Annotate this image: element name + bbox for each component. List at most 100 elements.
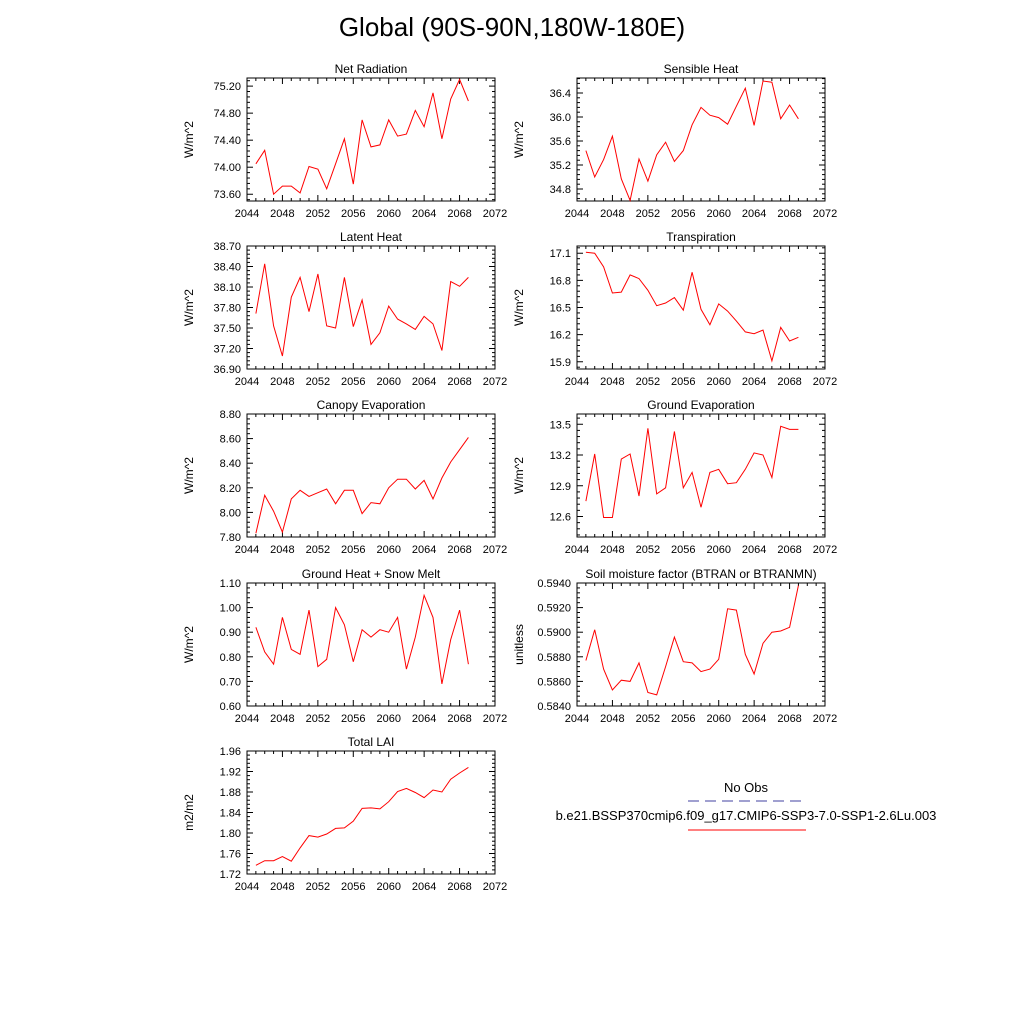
y-axis-label: W/m^2 xyxy=(182,626,196,663)
x-tick-label: 2056 xyxy=(341,544,365,556)
y-axis-label: W/m^2 xyxy=(182,289,196,326)
plot-frame xyxy=(246,77,496,202)
x-tick-label: 2072 xyxy=(813,713,837,725)
y-tick-label: 7.80 xyxy=(220,532,241,544)
x-tick-label: 2052 xyxy=(636,713,660,725)
y-axis-label: unitless xyxy=(512,624,526,665)
x-tick-label: 2048 xyxy=(270,713,294,725)
x-tick-label: 2044 xyxy=(565,208,589,220)
series-line xyxy=(255,437,469,534)
plot-frame xyxy=(576,77,826,202)
x-tick-label: 2044 xyxy=(565,376,589,388)
x-tick-label: 2072 xyxy=(483,544,507,556)
y-tick-label: 0.60 xyxy=(220,701,241,713)
x-tick-label: 2060 xyxy=(706,376,730,388)
panel-title: Canopy Evaporation xyxy=(317,398,426,412)
y-tick-label: 0.5860 xyxy=(537,676,571,688)
y-tick-label: 8.00 xyxy=(220,507,241,519)
y-tick-label: 13.5 xyxy=(550,419,571,431)
x-tick-label: 2060 xyxy=(376,713,400,725)
y-tick-label: 1.80 xyxy=(220,828,241,840)
series-line xyxy=(585,251,799,363)
y-tick-label: 17.1 xyxy=(550,248,571,260)
y-tick-label: 35.6 xyxy=(550,136,571,148)
y-tick-label: 0.90 xyxy=(220,627,241,639)
x-tick-label: 2056 xyxy=(341,208,365,220)
y-tick-label: 0.80 xyxy=(220,652,241,664)
x-tick-label: 2064 xyxy=(742,713,766,725)
x-tick-label: 2056 xyxy=(671,544,695,556)
series-line xyxy=(255,263,469,357)
x-tick-label: 2072 xyxy=(483,713,507,725)
y-tick-label: 74.80 xyxy=(213,108,241,120)
y-tick-label: 0.70 xyxy=(220,676,241,688)
panel-6: Ground Evaporation W/m^2 2044 2048 2052 2056 2… xyxy=(512,398,837,556)
x-tick-label: 2048 xyxy=(270,544,294,556)
panel-3: Latent Heat W/m^2 2044 2048 2052 2056 2060 2064… xyxy=(182,230,507,388)
series-line xyxy=(585,80,799,203)
x-tick-label: 2044 xyxy=(235,208,259,220)
panel-title: Total LAI xyxy=(348,735,395,749)
y-tick-label: 12.6 xyxy=(550,512,571,524)
figure-title: Global (90S-90N,180W-180E) xyxy=(338,12,686,42)
x-tick-label: 2052 xyxy=(636,544,660,556)
x-tick-label: 2056 xyxy=(671,208,695,220)
y-tick-label: 0.5920 xyxy=(537,603,571,615)
x-tick-label: 2072 xyxy=(483,208,507,220)
panel-title: Ground Evaporation xyxy=(647,398,754,412)
panel-title: Net Radiation xyxy=(335,62,408,76)
y-tick-label: 1.10 xyxy=(220,578,241,590)
series-line xyxy=(585,425,799,518)
y-tick-label: 0.5940 xyxy=(537,578,571,590)
x-tick-label: 2072 xyxy=(483,376,507,388)
x-tick-label: 2068 xyxy=(447,208,471,220)
x-tick-label: 2060 xyxy=(376,881,400,893)
x-tick-label: 2052 xyxy=(636,208,660,220)
x-tick-label: 2068 xyxy=(777,544,801,556)
x-tick-label: 2072 xyxy=(813,208,837,220)
x-tick-label: 2060 xyxy=(376,208,400,220)
x-tick-label: 2044 xyxy=(235,376,259,388)
x-tick-label: 2048 xyxy=(270,208,294,220)
x-tick-label: 2060 xyxy=(706,544,730,556)
legend-obs-label: No Obs xyxy=(724,780,769,795)
x-tick-label: 2072 xyxy=(813,544,837,556)
y-tick-label: 16.2 xyxy=(550,330,571,342)
x-tick-label: 2060 xyxy=(376,376,400,388)
x-tick-label: 2068 xyxy=(777,208,801,220)
x-tick-label: 2044 xyxy=(565,713,589,725)
y-tick-label: 38.10 xyxy=(213,282,241,294)
x-tick-label: 2056 xyxy=(341,713,365,725)
panel-4: Transpiration W/m^2 2044 2048 2052 2056 2060 20… xyxy=(512,230,837,388)
y-tick-label: 1.72 xyxy=(220,869,241,881)
y-tick-label: 8.40 xyxy=(220,458,241,470)
plot-frame xyxy=(246,750,496,875)
y-tick-label: 1.00 xyxy=(220,603,241,615)
series-line xyxy=(255,766,469,866)
y-axis-label: W/m^2 xyxy=(182,457,196,494)
plot-frame xyxy=(246,413,496,538)
panel-title: Soil moisture factor (BTRAN or BTRANMN) xyxy=(585,567,816,581)
x-tick-label: 2064 xyxy=(742,544,766,556)
x-tick-label: 2064 xyxy=(412,208,436,220)
y-tick-label: 37.50 xyxy=(213,323,241,335)
plot-frame xyxy=(246,582,496,707)
plot-frame xyxy=(576,413,826,538)
y-axis-label: W/m^2 xyxy=(512,457,526,494)
y-tick-label: 8.20 xyxy=(220,483,241,495)
x-tick-label: 2060 xyxy=(706,208,730,220)
series-line xyxy=(255,593,469,684)
x-tick-label: 2060 xyxy=(706,713,730,725)
x-tick-label: 2048 xyxy=(600,544,624,556)
y-tick-label: 73.60 xyxy=(213,189,241,201)
y-tick-label: 1.84 xyxy=(220,808,241,820)
x-tick-label: 2072 xyxy=(813,376,837,388)
x-tick-label: 2064 xyxy=(412,376,436,388)
series-line xyxy=(255,78,469,196)
x-tick-label: 2068 xyxy=(447,881,471,893)
y-tick-label: 75.20 xyxy=(213,81,241,93)
x-tick-label: 2068 xyxy=(777,713,801,725)
x-tick-label: 2048 xyxy=(270,881,294,893)
